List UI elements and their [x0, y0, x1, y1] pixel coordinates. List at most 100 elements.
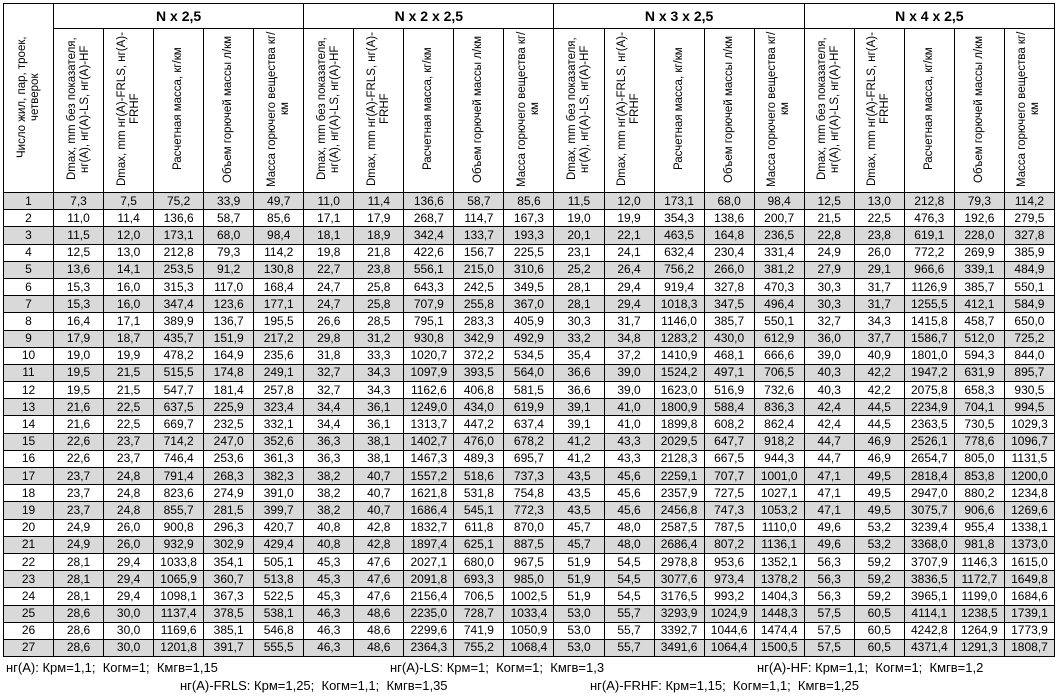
cell: 75,2: [153, 191, 205, 211]
cell: 1169,6: [153, 621, 205, 640]
cell: 678,2: [503, 432, 555, 451]
cell: 791,4: [153, 466, 205, 486]
cell: 91,2: [203, 260, 255, 279]
cell: 236,5: [753, 226, 805, 245]
cell: 40,9: [853, 346, 905, 365]
data-row: 7 15,3 16,0 347,4 123,6 177,1 24,7 25,8 707,9 255…: [3, 295, 1056, 314]
cell: 33,9: [203, 191, 255, 211]
cell: 24: [3, 587, 54, 606]
cell: 515,5: [153, 363, 205, 383]
cell: 19,0: [553, 209, 605, 228]
cell: 51,9: [553, 552, 605, 572]
column-header-cell: Dmax, mm без показателя, нг(А), нг(А)-LS…: [52, 28, 105, 193]
cell: 58,7: [453, 191, 505, 211]
cell: 17: [3, 466, 54, 486]
cell: 382,3: [253, 466, 305, 486]
cell: 156,7: [453, 243, 505, 262]
cell: 3176,5: [653, 587, 705, 606]
cell: 1126,9: [903, 277, 955, 297]
cell: 778,6: [953, 432, 1005, 451]
cell: 60,5: [853, 604, 905, 623]
cell: 1283,2: [653, 329, 705, 348]
cell: 11,0: [52, 209, 105, 228]
data-row: 10 19,0 19,9 478,2 164,9 235,6 31,8 33,3 1020,7 3…: [3, 346, 1056, 365]
data-table: Число жил, пар, троек, четверок N x 2,5 N …: [3, 3, 1056, 658]
cell: 3836,5: [903, 570, 955, 589]
data-row: 20 24,9 26,0 900,8 296,3 420,7 40,8 42,8 1832,7 6…: [3, 518, 1056, 537]
cell: 1832,7: [403, 518, 455, 537]
cell: 327,8: [703, 277, 755, 297]
cell: 7,5: [103, 191, 155, 211]
cell: 1065,9: [153, 570, 205, 589]
cell: 40,7: [353, 484, 405, 503]
cell: 695,7: [503, 449, 555, 469]
cell: 28,1: [52, 587, 105, 606]
cell: 1053,2: [753, 501, 805, 520]
cell: 58,7: [203, 209, 255, 228]
cell: 1044,6: [703, 621, 755, 640]
cell: 281,5: [203, 501, 255, 520]
cell: 85,6: [253, 209, 305, 228]
cell: 136,7: [203, 312, 255, 331]
cell: 1162,6: [403, 381, 455, 400]
cell: 513,8: [253, 570, 305, 589]
data-row: 6 15,3 16,0 315,3 117,0 168,4 24,7 25,8 643,3 242…: [3, 277, 1056, 297]
cell: 45,6: [603, 466, 655, 486]
cell: 1024,9: [703, 604, 755, 623]
cell: 887,5: [503, 535, 555, 554]
cell: 17,1: [303, 209, 355, 228]
cell: 164,9: [203, 346, 255, 365]
cell: 215,0: [453, 260, 505, 279]
cell: 26,0: [853, 243, 905, 262]
cell: 57,5: [803, 604, 855, 623]
cell: 1313,7: [403, 415, 455, 434]
cell: 28,6: [52, 621, 105, 640]
cell: 68,0: [703, 191, 755, 211]
cell: 1684,6: [1003, 587, 1056, 606]
cell: 546,8: [253, 621, 305, 640]
cell: 36,1: [353, 398, 405, 417]
cell: 3077,6: [653, 570, 705, 589]
cell: 43,5: [553, 501, 605, 520]
cell: 489,3: [453, 449, 505, 469]
cell: 367,0: [503, 295, 555, 314]
cell: 2029,5: [653, 432, 705, 451]
cell: 2364,3: [403, 638, 455, 658]
cell: 853,8: [953, 466, 1005, 486]
cell: 36,0: [803, 329, 855, 348]
cell: 2818,4: [903, 466, 955, 486]
cell: 1897,4: [403, 535, 455, 554]
cell: 516,9: [703, 381, 755, 400]
cell: 22,5: [103, 415, 155, 434]
column-header-cell: Dmax, mm без показателя, нг(А), нг(А)-LS…: [553, 28, 605, 193]
cell: 32,7: [303, 363, 355, 383]
data-row: 16 22,6 23,7 746,4 253,6 361,3 36,3 38,1 1467,3 4…: [3, 449, 1056, 469]
cell: 19,9: [603, 209, 655, 228]
cell: 42,4: [803, 415, 855, 434]
cell: 28,1: [553, 277, 605, 297]
cell: 16,0: [103, 295, 155, 314]
cell: 168,4: [253, 277, 305, 297]
cell: 79,3: [953, 191, 1005, 211]
cell: 23,8: [853, 226, 905, 245]
cell: 38,1: [353, 432, 405, 451]
cell: 173,1: [153, 226, 205, 245]
cell: 173,1: [653, 191, 705, 211]
cell: 985,0: [503, 570, 555, 589]
cell: 435,7: [153, 329, 205, 348]
cell: 823,6: [153, 484, 205, 503]
cell: 1020,7: [403, 346, 455, 365]
cell: 36,3: [303, 432, 355, 451]
cell: 48,0: [603, 535, 655, 554]
cell: 28,1: [52, 552, 105, 572]
column-header-cell: Dmax, mm без показателя, нг(А), нг(А)-LS…: [303, 28, 355, 193]
cell: 505,1: [253, 552, 305, 572]
cell: 693,3: [453, 570, 505, 589]
cell: 805,0: [953, 449, 1005, 469]
cell: 755,2: [453, 638, 505, 658]
cell: 342,9: [453, 329, 505, 348]
cell: 3293,9: [653, 604, 705, 623]
cell: 994,5: [1003, 398, 1056, 417]
column-header: Расчетная масса, кг/км: [672, 47, 685, 171]
cell: 327,8: [1003, 226, 1056, 245]
